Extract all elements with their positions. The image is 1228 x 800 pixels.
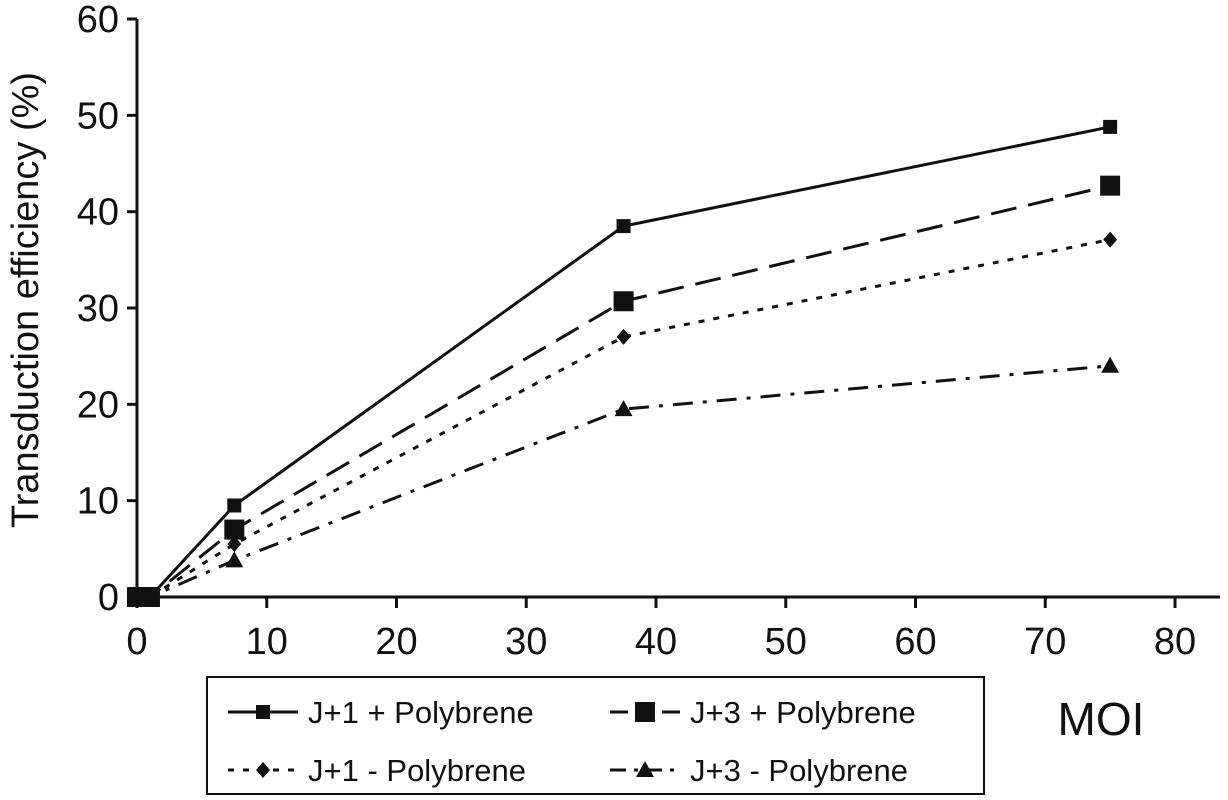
- y-tick-label: 40: [77, 192, 119, 234]
- x-tick-label: 60: [894, 621, 936, 663]
- y-tick-label: 0: [98, 577, 119, 619]
- data-point: [128, 588, 146, 604]
- x-tick-label: 20: [375, 621, 417, 663]
- data-point: [1103, 119, 1118, 134]
- x-tick-label: 30: [505, 621, 547, 663]
- x-axis-title: MOI: [1058, 693, 1145, 745]
- data-point: [256, 705, 270, 719]
- legend-item: J+3 - Polybrene: [610, 753, 908, 788]
- series-3: [130, 231, 1118, 605]
- series-2: [127, 175, 1121, 607]
- data-point: [614, 400, 633, 417]
- data-point: [1103, 231, 1118, 248]
- series-line: [137, 125, 1111, 599]
- data-point: [256, 762, 270, 778]
- y-axis-title: Transduction efficiency (%): [5, 72, 47, 528]
- y-tick-label: 10: [77, 481, 119, 523]
- y-tick-label: 30: [77, 288, 119, 330]
- series-4: [128, 356, 1120, 604]
- data-point: [225, 551, 244, 568]
- data-point: [227, 498, 242, 513]
- y-tick-label: 20: [77, 384, 119, 426]
- x-tick-label: 70: [1024, 621, 1066, 663]
- legend-label: J+1 + Polybrene: [308, 695, 534, 730]
- legend: J+1 + Polybrene J+3 + Polybrene J+1 - Poly…: [206, 676, 985, 795]
- legend-label: J+3 - Polybrene: [690, 753, 908, 788]
- data-point: [613, 291, 634, 312]
- data-point: [140, 588, 159, 604]
- axes: 0 10 20 30 40 50 60 0 10 20 30 40 50 60 70 80: [77, 0, 1220, 663]
- data-point: [227, 536, 242, 553]
- data-point: [1101, 356, 1120, 373]
- x-tick-label: 50: [765, 621, 807, 663]
- data-point: [616, 219, 631, 234]
- x-tick-label: 0: [126, 621, 147, 663]
- legend-label: J+1 - Polybrene: [308, 753, 526, 788]
- data-point: [224, 519, 245, 540]
- y-tick-label: 50: [77, 95, 119, 137]
- data-point: [616, 328, 631, 345]
- legend-item: J+1 - Polybrene: [228, 753, 526, 788]
- legend-item: J+1 + Polybrene: [228, 695, 534, 730]
- legend-box: [206, 676, 985, 795]
- x-tick-label: 80: [1154, 621, 1196, 663]
- legend-item: J+3 + Polybrene: [610, 695, 916, 730]
- series-line: [137, 184, 1111, 599]
- series-1: [130, 119, 1118, 604]
- y-tick-label: 60: [77, 0, 119, 41]
- data-point: [636, 761, 654, 777]
- legend-label: J+3 + Polybrene: [690, 695, 916, 730]
- x-tick-label: 40: [635, 621, 677, 663]
- x-tick-label: 10: [246, 621, 288, 663]
- data-point: [1100, 175, 1121, 196]
- data-point: [635, 702, 655, 722]
- series-layer: [127, 119, 1121, 607]
